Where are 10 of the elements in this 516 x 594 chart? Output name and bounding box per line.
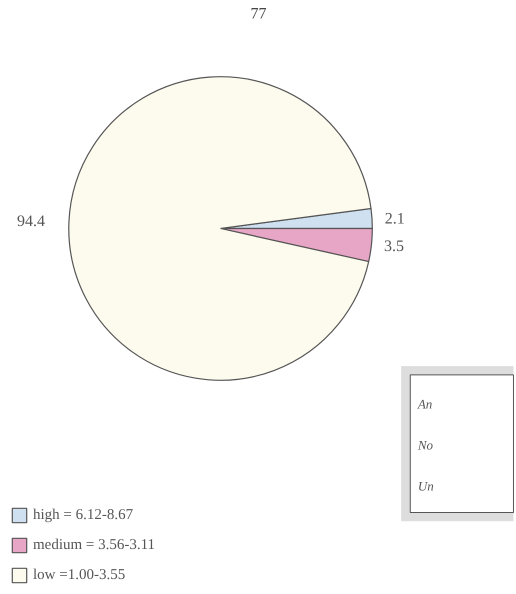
data-label: 3.5	[384, 238, 404, 256]
text: Un	[418, 478, 434, 494]
data-label: 2.1	[384, 210, 405, 228]
legend-label: low =1.00-3.55	[33, 566, 126, 584]
text: An	[416, 396, 432, 412]
chart-title: 77	[250, 6, 266, 22]
text: No	[416, 438, 434, 453]
legend-label: high = 6.12-8.67	[33, 506, 134, 524]
data-label: 94.4	[17, 212, 46, 230]
legend-label: medium = 3.56-3.11	[33, 536, 156, 554]
